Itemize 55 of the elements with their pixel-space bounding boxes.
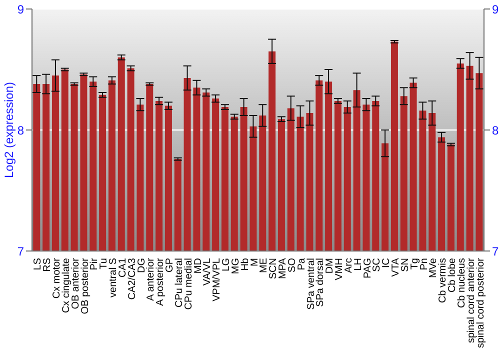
x-tick-label: RS [42, 258, 54, 272]
x-tick-label: Tu [98, 258, 110, 270]
x-tick-label: VPM/VPL [212, 258, 223, 302]
x-tick-label: spinal cord anterior [466, 257, 477, 344]
x-tick-label: Tg [409, 258, 420, 270]
x-tick-label: Arc [343, 258, 354, 273]
x-tick-label: LS [32, 258, 44, 270]
y2-tick-label: 9 [492, 2, 499, 16]
x-tick-label: Cb nucleus [456, 258, 468, 308]
x-tick-label: CA2/CA3 [126, 258, 138, 300]
x-tick-label: VTA [390, 258, 402, 277]
x-tick-label: SC [372, 258, 383, 272]
x-tick-label: Pa [296, 258, 308, 270]
x-tick-label: A posterior [155, 257, 166, 306]
y2-tick-label: 7 [492, 244, 499, 258]
x-tick-label: MD [192, 258, 204, 274]
x-tick-label: DM [324, 258, 336, 274]
x-tick-label: CPu medial [183, 258, 194, 310]
x-tick-label: MVe [428, 258, 440, 278]
x-tick-label: OB anterior [70, 257, 82, 310]
x-tick-label: SPa ventral [306, 258, 317, 310]
x-tick-label: MPA [278, 258, 289, 279]
y-axis-title: Log2 (expression) [2, 82, 16, 178]
x-tick-label: SPa dorsal [315, 258, 326, 307]
x-tick-label: Cx cingulate [60, 258, 72, 314]
x-tick-label: GP [164, 258, 176, 272]
x-tick-label: ME [258, 258, 270, 273]
x-tick-label: OB posterior [80, 257, 91, 314]
y-tick-label: 9 [17, 2, 24, 16]
x-tick-label: Cx motor [52, 257, 63, 299]
x-tick-label: M [249, 258, 260, 266]
x-tick-label: DG [136, 258, 148, 273]
x-tick-label: Cb vermis [438, 258, 449, 304]
y-tick-label: 7 [17, 244, 24, 258]
y2-tick-label: 8 [492, 123, 499, 138]
x-tick-label: LG [221, 258, 232, 272]
x-tick-label: SCN [268, 258, 280, 280]
x-tick-label: SN [400, 258, 411, 272]
x-tick-label: ventral S [108, 258, 120, 298]
x-tick-label: Hb [240, 258, 251, 271]
x-tick-label: Cb lobe [447, 258, 458, 292]
x-tick-label: A anterior [146, 257, 157, 301]
x-tick-label: PAG [362, 258, 374, 278]
x-tick-label: Pir [89, 257, 100, 270]
y-tick-label: 8 [17, 123, 24, 138]
x-tick-label: VA/VL [202, 258, 214, 286]
x-tick-label: CA1 [117, 258, 128, 278]
x-tick-label: IC [381, 258, 392, 268]
x-tick-label: VMH [334, 258, 346, 280]
x-tick-label: CPu lateral [174, 258, 185, 308]
x-tick-label: SO [286, 258, 298, 272]
x-tick-label: Pn [418, 258, 430, 270]
x-tick-label: spinal cord posterior [475, 257, 486, 348]
x-tick-label: MG [230, 258, 242, 274]
x-tick-label: LH [352, 258, 364, 271]
